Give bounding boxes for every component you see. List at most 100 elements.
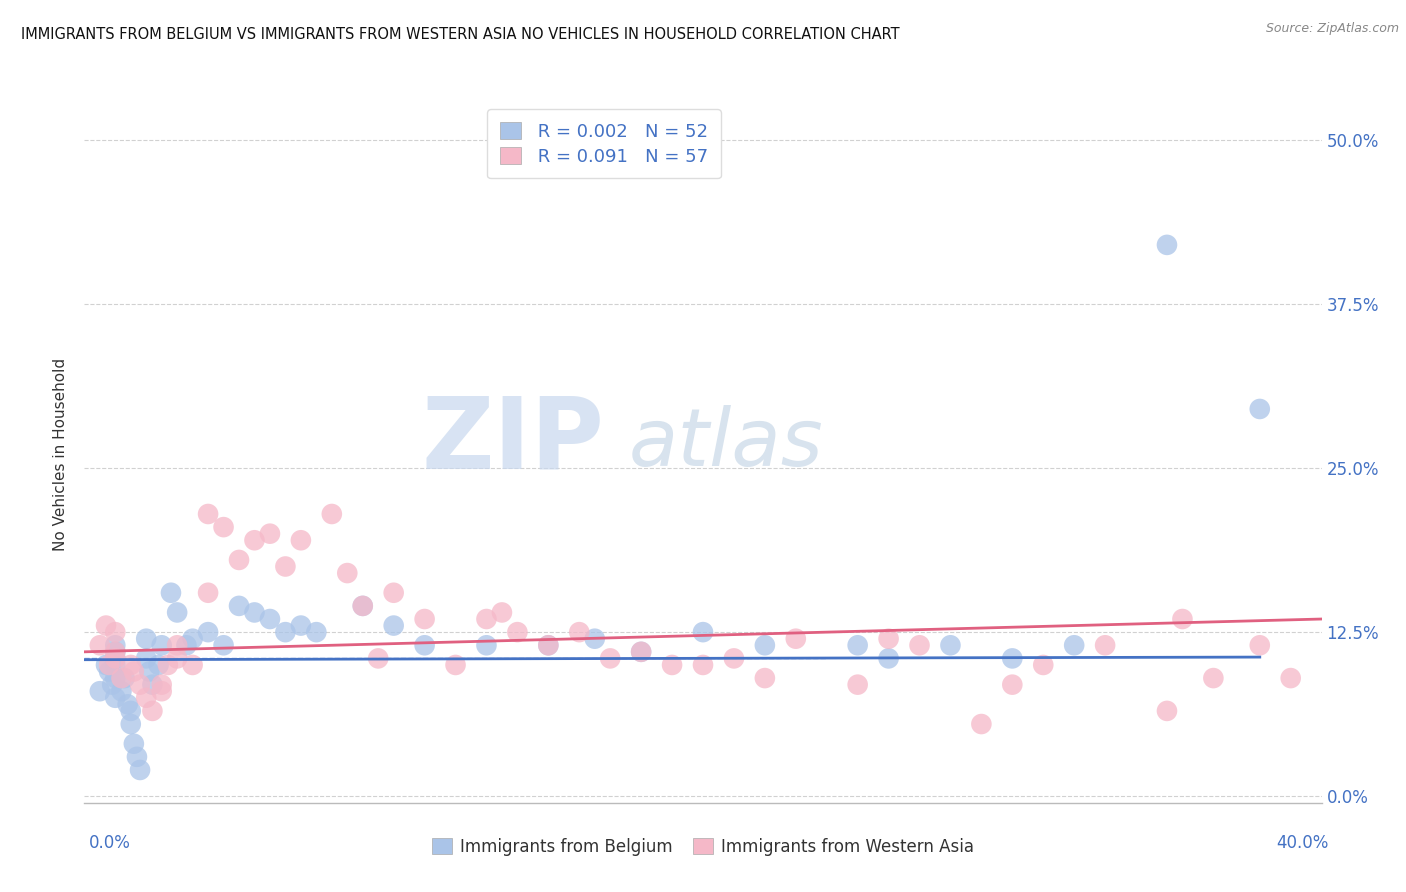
Point <box>413 612 436 626</box>
Point <box>491 606 513 620</box>
Point <box>135 690 157 705</box>
Point <box>150 638 173 652</box>
Point <box>274 625 297 640</box>
Point <box>125 749 148 764</box>
Point <box>1063 638 1085 652</box>
Point <box>877 651 900 665</box>
Point <box>274 559 297 574</box>
Point <box>908 638 931 652</box>
Point <box>104 638 127 652</box>
Point <box>160 586 183 600</box>
Point <box>259 526 281 541</box>
Text: 0.0%: 0.0% <box>89 834 131 852</box>
Point <box>259 612 281 626</box>
Point <box>352 599 374 613</box>
Point <box>114 671 136 685</box>
Point <box>723 651 745 665</box>
Point <box>120 717 142 731</box>
Point <box>138 665 160 679</box>
Point <box>148 657 170 672</box>
Point <box>104 645 127 659</box>
Point <box>630 645 652 659</box>
Point <box>630 645 652 659</box>
Point <box>661 657 683 672</box>
Text: Source: ZipAtlas.com: Source: ZipAtlas.com <box>1265 22 1399 36</box>
Point <box>537 638 560 652</box>
Point <box>150 678 173 692</box>
Point <box>135 651 157 665</box>
Point <box>166 651 188 665</box>
Point <box>1094 638 1116 652</box>
Point <box>785 632 807 646</box>
Point <box>1249 638 1271 652</box>
Point <box>181 657 204 672</box>
Point <box>181 632 204 646</box>
Point <box>382 618 405 632</box>
Point <box>197 507 219 521</box>
Point <box>104 645 127 659</box>
Point <box>1249 401 1271 416</box>
Point <box>692 625 714 640</box>
Point <box>568 625 591 640</box>
Point <box>228 599 250 613</box>
Point <box>382 586 405 600</box>
Point <box>94 657 117 672</box>
Point <box>110 671 132 685</box>
Point <box>1156 704 1178 718</box>
Y-axis label: No Vehicles in Household: No Vehicles in Household <box>53 359 69 551</box>
Point <box>89 684 111 698</box>
Point <box>176 638 198 652</box>
Point <box>141 704 163 718</box>
Point <box>141 678 163 692</box>
Point <box>599 651 621 665</box>
Point <box>537 638 560 652</box>
Point <box>135 632 157 646</box>
Point <box>122 665 145 679</box>
Point <box>1001 678 1024 692</box>
Point <box>243 533 266 548</box>
Point <box>89 638 111 652</box>
Point <box>197 586 219 600</box>
Point <box>110 684 132 698</box>
Point <box>166 638 188 652</box>
Text: IMMIGRANTS FROM BELGIUM VS IMMIGRANTS FROM WESTERN ASIA NO VEHICLES IN HOUSEHOLD: IMMIGRANTS FROM BELGIUM VS IMMIGRANTS FR… <box>21 27 900 42</box>
Point <box>475 612 498 626</box>
Point <box>1202 671 1225 685</box>
Point <box>104 671 127 685</box>
Point <box>129 678 152 692</box>
Point <box>104 625 127 640</box>
Point <box>846 638 869 652</box>
Point <box>321 507 343 521</box>
Point <box>104 651 127 665</box>
Point <box>1156 238 1178 252</box>
Point <box>104 651 127 665</box>
Point <box>305 625 328 640</box>
Point <box>1032 657 1054 672</box>
Point <box>212 638 235 652</box>
Point <box>970 717 993 731</box>
Point <box>1171 612 1194 626</box>
Point <box>129 763 152 777</box>
Point <box>290 618 312 632</box>
Point <box>877 632 900 646</box>
Point <box>166 606 188 620</box>
Point <box>754 638 776 652</box>
Point <box>104 690 127 705</box>
Point <box>583 632 606 646</box>
Point <box>104 657 127 672</box>
Point <box>290 533 312 548</box>
Point <box>98 657 121 672</box>
Point <box>692 657 714 672</box>
Point <box>98 665 121 679</box>
Point <box>150 684 173 698</box>
Point <box>939 638 962 652</box>
Text: atlas: atlas <box>628 406 824 483</box>
Point <box>94 618 117 632</box>
Point <box>120 657 142 672</box>
Point <box>413 638 436 652</box>
Point <box>846 678 869 692</box>
Point <box>228 553 250 567</box>
Legend: Immigrants from Belgium, Immigrants from Western Asia: Immigrants from Belgium, Immigrants from… <box>423 830 983 864</box>
Point <box>156 657 179 672</box>
Point <box>122 737 145 751</box>
